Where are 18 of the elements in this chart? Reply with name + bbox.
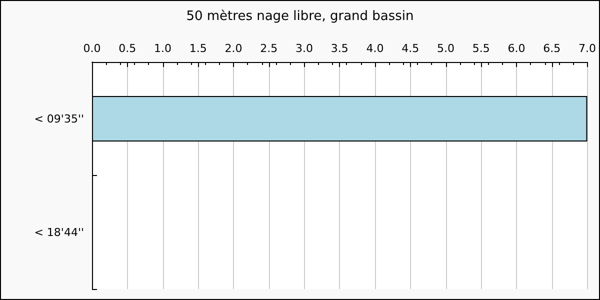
x-tick-label: 0.0: [83, 42, 101, 55]
x-tick-label: 4.0: [366, 42, 384, 55]
x-tick-label: 3.5: [330, 42, 348, 55]
x-tick-label: 4.5: [402, 42, 420, 55]
x-tick-label: 1.0: [154, 42, 172, 55]
x-tick-label: 7.0: [578, 42, 596, 55]
x-tick-label: 2.0: [224, 42, 242, 55]
x-tick-label: 3.0: [296, 42, 313, 55]
x-tick-label: 2.5: [260, 42, 278, 55]
x-tick-label: 5.0: [437, 42, 454, 55]
chart-title: 50 mètres nage libre, grand bassin: [186, 9, 414, 24]
x-tick-label: 6.5: [543, 42, 561, 55]
y-tick-label: < 09'35'': [34, 112, 84, 126]
x-tick-label: 5.5: [472, 42, 490, 55]
x-tick-label: 0.5: [118, 42, 136, 55]
x-tick-label: 1.5: [189, 42, 207, 55]
y-tick-label: < 18'44'': [34, 226, 84, 239]
x-tick-label: 6.0: [508, 42, 526, 55]
